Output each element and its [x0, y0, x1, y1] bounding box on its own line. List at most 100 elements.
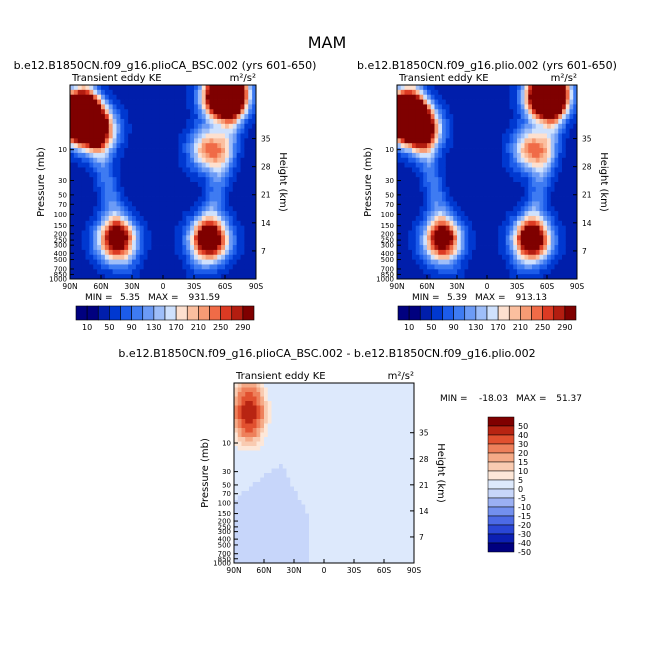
contour-cell	[453, 177, 457, 182]
contour-cell	[551, 235, 555, 240]
contour-cell	[275, 550, 279, 555]
contour-cell	[465, 143, 469, 148]
contour-cell	[89, 235, 93, 240]
colorbar-swatch	[98, 306, 109, 320]
contour-cell	[124, 211, 128, 216]
contour-cell	[562, 240, 566, 245]
contour-cell	[86, 129, 90, 134]
contour-cell	[446, 206, 450, 211]
contour-cell	[74, 119, 78, 124]
contour-cell	[438, 148, 442, 153]
colorbar-label: 90	[449, 323, 459, 332]
contour-cell	[309, 388, 313, 393]
contour-cell	[302, 383, 306, 388]
contour-cell	[521, 148, 525, 153]
contour-cell	[210, 138, 214, 143]
contour-cell	[202, 231, 206, 236]
contour-cell	[480, 177, 484, 182]
contour-cell	[140, 260, 144, 265]
contour-cell	[275, 536, 279, 541]
contour-cell	[210, 231, 214, 236]
contour-cell	[438, 177, 442, 182]
contour-cell	[163, 226, 167, 231]
contour-cell	[317, 500, 321, 505]
contour-cell	[446, 264, 450, 269]
contour-cell	[420, 206, 424, 211]
contour-cell	[229, 221, 233, 226]
contour-cell	[151, 138, 155, 143]
contour-cell	[117, 197, 121, 202]
contour-cell	[124, 90, 128, 95]
contour-cell	[144, 226, 148, 231]
contour-cell	[521, 245, 525, 250]
contour-cell	[113, 90, 117, 95]
contour-cell	[525, 104, 529, 109]
contour-cell	[213, 124, 217, 129]
contour-cell	[186, 143, 190, 148]
contour-cell	[555, 109, 559, 114]
contour-cell	[446, 138, 450, 143]
contour-cell	[442, 264, 446, 269]
contour-cell	[210, 201, 214, 206]
contour-cell	[198, 226, 202, 231]
contour-cell	[194, 201, 198, 206]
contour-cell	[283, 527, 287, 532]
contour-cell	[317, 415, 321, 420]
contour-cell	[427, 245, 431, 250]
contour-cell	[298, 500, 302, 505]
contour-cell	[257, 545, 261, 550]
contour-cell	[155, 269, 159, 274]
contour-cell	[480, 211, 484, 216]
contour-cell	[290, 491, 294, 496]
contour-cell	[155, 129, 159, 134]
contour-cell	[438, 226, 442, 231]
contour-cell	[446, 260, 450, 265]
contour-cell	[74, 167, 78, 172]
contour-cell	[229, 250, 233, 255]
contour-cell	[113, 100, 117, 105]
contour-cell	[128, 138, 132, 143]
contour-cell	[397, 148, 401, 153]
contour-cell	[543, 206, 547, 211]
contour-cell	[253, 527, 257, 532]
contour-cell	[249, 424, 253, 429]
contour-cell	[476, 153, 480, 158]
contour-cell	[513, 143, 517, 148]
contour-cell	[461, 216, 465, 221]
contour-cell	[272, 392, 276, 397]
contour-cell	[487, 104, 491, 109]
contour-cell	[97, 221, 101, 226]
contour-cell	[272, 442, 276, 447]
contour-cell	[517, 134, 521, 139]
contour-cell	[248, 114, 252, 119]
contour-cell	[525, 245, 529, 250]
contour-cell	[298, 442, 302, 447]
contour-cell	[144, 124, 148, 129]
contour-cell	[132, 206, 136, 211]
contour-cell	[305, 410, 309, 415]
contour-cell	[257, 500, 261, 505]
contour-cell	[260, 532, 264, 537]
contour-cell	[233, 201, 237, 206]
contour-field	[70, 85, 256, 279]
contour-cell	[313, 545, 317, 550]
contour-cell	[241, 148, 245, 153]
contour-cell	[547, 197, 551, 202]
contour-cell	[272, 397, 276, 402]
contour-cell	[206, 197, 210, 202]
contour-cell	[248, 201, 252, 206]
contour-cell	[317, 487, 321, 492]
contour-cell	[260, 442, 264, 447]
contour-cell	[257, 523, 261, 528]
colorbar-label: 50	[426, 323, 436, 332]
contour-cell	[257, 455, 261, 460]
contour-cell	[242, 437, 246, 442]
contour-cell	[313, 451, 317, 456]
contour-cell	[109, 95, 113, 100]
contour-cell	[420, 260, 424, 265]
contour-cell	[221, 226, 225, 231]
contour-cell	[253, 446, 257, 451]
contour-cell	[480, 124, 484, 129]
contour-cell	[294, 545, 298, 550]
contour-cell	[93, 235, 97, 240]
